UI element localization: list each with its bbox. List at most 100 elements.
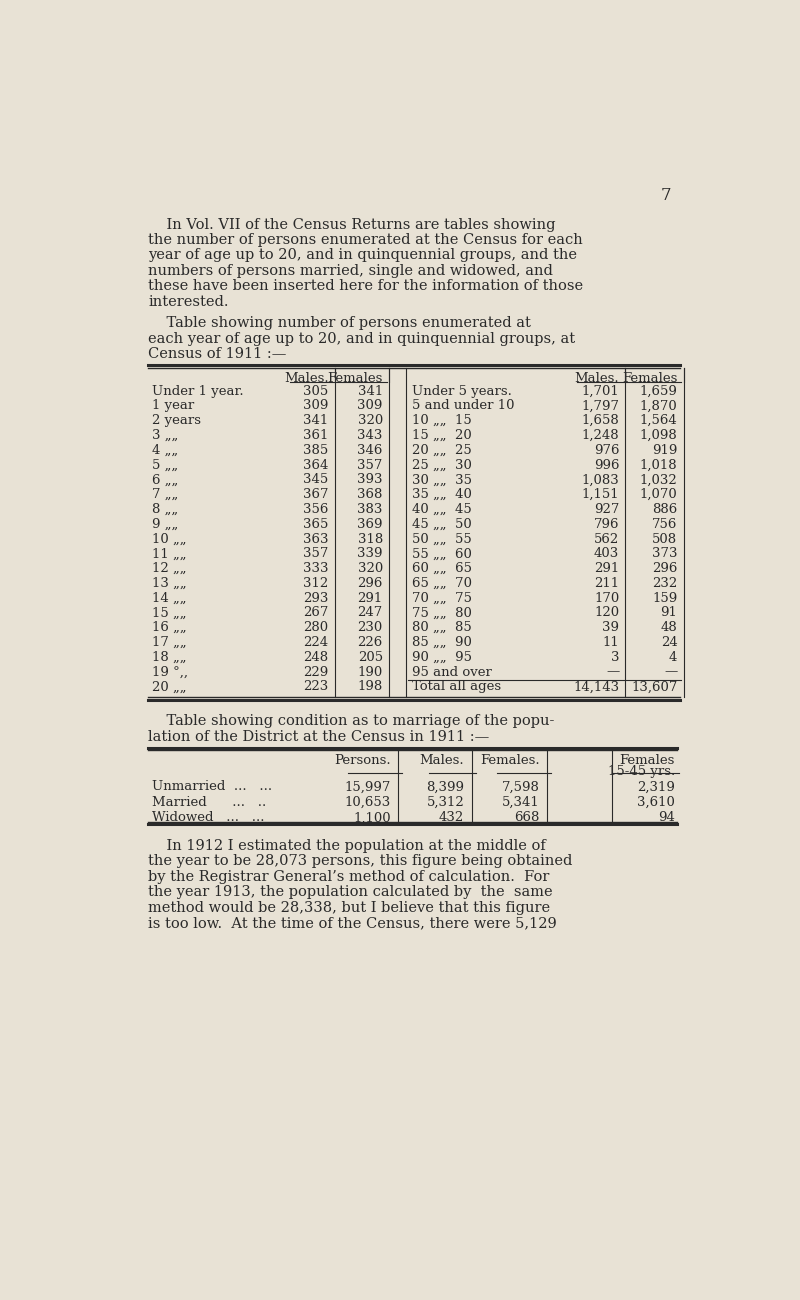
Text: 4 „„: 4 „„ (152, 443, 178, 456)
Text: 1,100: 1,100 (353, 811, 390, 824)
Text: Persons.: Persons. (334, 754, 390, 767)
Text: 7: 7 (661, 187, 671, 204)
Text: these have been inserted here for the information of those: these have been inserted here for the in… (148, 280, 583, 294)
Text: 267: 267 (303, 606, 329, 619)
Text: Married      ...   ..: Married ... .. (152, 796, 266, 809)
Text: 60 „„  65: 60 „„ 65 (412, 562, 472, 575)
Text: 3 „„: 3 „„ (152, 429, 178, 442)
Text: Total all ages: Total all ages (412, 680, 502, 693)
Text: 356: 356 (303, 503, 329, 516)
Text: 94: 94 (658, 811, 675, 824)
Text: 1,083: 1,083 (582, 473, 619, 486)
Text: 886: 886 (652, 503, 678, 516)
Text: Females: Females (327, 372, 383, 385)
Text: 190: 190 (358, 666, 383, 679)
Text: 373: 373 (652, 547, 678, 560)
Text: 363: 363 (303, 533, 329, 546)
Text: 367: 367 (303, 489, 329, 502)
Text: 5,341: 5,341 (502, 796, 539, 809)
Text: each year of age up to 20, and in quinquennial groups, at: each year of age up to 20, and in quinqu… (148, 332, 575, 346)
Text: 198: 198 (358, 680, 383, 693)
Text: 1,659: 1,659 (639, 385, 678, 398)
Text: 20 „„  25: 20 „„ 25 (412, 443, 472, 456)
Text: 24: 24 (661, 636, 678, 649)
Text: 357: 357 (358, 459, 383, 472)
Text: 40 „„  45: 40 „„ 45 (412, 503, 472, 516)
Text: 339: 339 (358, 547, 383, 560)
Text: 5 and under 10: 5 and under 10 (412, 399, 515, 412)
Text: 9 „„: 9 „„ (152, 517, 178, 530)
Text: 1,070: 1,070 (640, 489, 678, 502)
Text: —: — (664, 666, 678, 679)
Text: 976: 976 (594, 443, 619, 456)
Text: 95 and over: 95 and over (412, 666, 492, 679)
Text: 562: 562 (594, 533, 619, 546)
Text: 18 „„: 18 „„ (152, 651, 186, 664)
Text: 85 „„  90: 85 „„ 90 (412, 636, 472, 649)
Text: lation of the District at the Census in 1911 :—: lation of the District at the Census in … (148, 729, 490, 744)
Text: 996: 996 (594, 459, 619, 472)
Text: the year 1913, the population calculated by  the  same: the year 1913, the population calculated… (148, 885, 553, 900)
Text: 170: 170 (594, 592, 619, 604)
Text: In Vol. VII of the Census Returns are tables showing: In Vol. VII of the Census Returns are ta… (148, 217, 555, 231)
Text: 45 „„  50: 45 „„ 50 (412, 517, 472, 530)
Text: 364: 364 (303, 459, 329, 472)
Text: 30 „„  35: 30 „„ 35 (412, 473, 472, 486)
Text: 320: 320 (358, 562, 383, 575)
Text: 1,032: 1,032 (640, 473, 678, 486)
Text: 11: 11 (602, 636, 619, 649)
Text: 39: 39 (602, 621, 619, 634)
Text: Females: Females (620, 754, 675, 767)
Text: 369: 369 (358, 517, 383, 530)
Text: 291: 291 (594, 562, 619, 575)
Text: by the Registrar General’s method of calculation.  For: by the Registrar General’s method of cal… (148, 870, 550, 884)
Text: numbers of persons married, single and widowed, and: numbers of persons married, single and w… (148, 264, 553, 278)
Text: Census of 1911 :—: Census of 1911 :— (148, 347, 286, 361)
Text: 1,658: 1,658 (582, 415, 619, 428)
Text: 8,399: 8,399 (426, 780, 464, 793)
Text: 5,312: 5,312 (426, 796, 464, 809)
Text: 65 „„  70: 65 „„ 70 (412, 577, 472, 590)
Text: Females.: Females. (480, 754, 539, 767)
Text: 80 „„  85: 80 „„ 85 (412, 621, 472, 634)
Text: 1,797: 1,797 (582, 399, 619, 412)
Text: 403: 403 (594, 547, 619, 560)
Text: 120: 120 (594, 606, 619, 619)
Text: Males.: Males. (420, 754, 464, 767)
Text: 432: 432 (439, 811, 464, 824)
Text: 10 „„: 10 „„ (152, 533, 186, 546)
Text: 357: 357 (303, 547, 329, 560)
Text: 280: 280 (303, 621, 329, 634)
Text: interested.: interested. (148, 295, 229, 308)
Text: 296: 296 (358, 577, 383, 590)
Text: 333: 333 (303, 562, 329, 575)
Text: 48: 48 (661, 621, 678, 634)
Text: 15,997: 15,997 (344, 780, 390, 793)
Text: is too low.  At the time of the Census, there were 5,129: is too low. At the time of the Census, t… (148, 916, 557, 930)
Text: 1,151: 1,151 (582, 489, 619, 502)
Text: 11 „„: 11 „„ (152, 547, 186, 560)
Text: 320: 320 (358, 415, 383, 428)
Text: Under 1 year.: Under 1 year. (152, 385, 243, 398)
Text: 291: 291 (358, 592, 383, 604)
Text: 1,564: 1,564 (640, 415, 678, 428)
Text: year of age up to 20, and in quinquennial groups, and the: year of age up to 20, and in quinquennia… (148, 248, 577, 263)
Text: 35 „„  40: 35 „„ 40 (412, 489, 472, 502)
Text: 305: 305 (303, 385, 329, 398)
Text: 796: 796 (594, 517, 619, 530)
Text: 248: 248 (303, 651, 329, 664)
Text: 223: 223 (303, 680, 329, 693)
Text: 343: 343 (358, 429, 383, 442)
Text: 224: 224 (303, 636, 329, 649)
Text: 1,098: 1,098 (640, 429, 678, 442)
Text: 91: 91 (661, 606, 678, 619)
Text: 393: 393 (358, 473, 383, 486)
Text: 368: 368 (358, 489, 383, 502)
Text: 90 „„  95: 90 „„ 95 (412, 651, 472, 664)
Text: 19 °,,: 19 °,, (152, 666, 188, 679)
Text: 75 „„  80: 75 „„ 80 (412, 606, 472, 619)
Text: 919: 919 (652, 443, 678, 456)
Text: 8 „„: 8 „„ (152, 503, 178, 516)
Text: method would be 28,338, but I believe that this figure: method would be 28,338, but I believe th… (148, 901, 550, 915)
Text: 7 „„: 7 „„ (152, 489, 178, 502)
